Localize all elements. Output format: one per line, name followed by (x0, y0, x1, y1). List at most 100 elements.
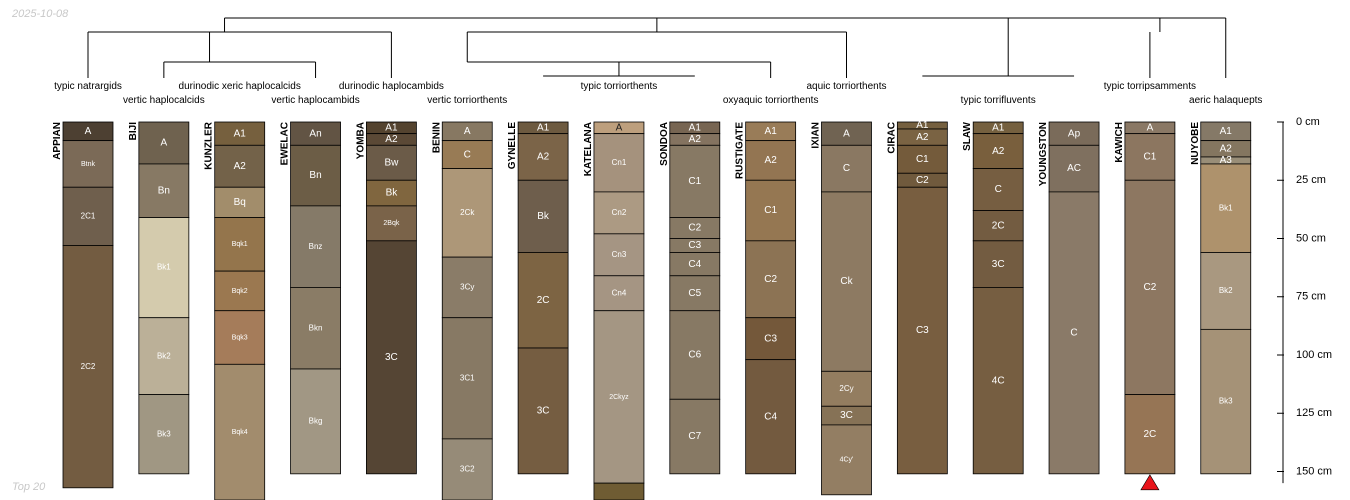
horizon-yomba-bw (365, 144, 417, 181)
horizon-label: A2 (689, 134, 702, 145)
profile-biji: A Bn Bk1 Bk2 Bk3 BIJI (128, 121, 190, 475)
horizon-youngston-ac (1048, 144, 1100, 193)
horizon-label: Bw (384, 157, 399, 168)
horizon-ewelac-bnz (290, 205, 341, 288)
profile-ixian: A C Ck 2Cy 3C 4Cy' IXIAN (811, 121, 872, 496)
horizon-yomba-bk (365, 179, 417, 207)
horizon-label: 3C (537, 406, 550, 417)
taxon-label-vertic-haplocalcids: vertic haplocalcids (123, 95, 205, 106)
taxon-label-vertic-torriorthents: vertic torriorthents (427, 95, 507, 106)
horizon-sondoa-c1 (669, 144, 721, 218)
horizon-label: A (85, 126, 92, 137)
horizon-label: Bk3 (157, 429, 171, 438)
horizon-kunzler-bq (214, 186, 266, 218)
horizon-yomba-3c (365, 240, 417, 475)
horizon-label: Bk3 (1219, 397, 1233, 406)
horizon-label: Cn3 (612, 250, 627, 259)
depth-tick-label: 25 cm (1296, 174, 1326, 186)
horizon-label: A (161, 138, 168, 149)
horizon-label: Cn4 (612, 288, 627, 297)
horizon-label: A (843, 128, 850, 139)
horizon-label: C7 (688, 431, 701, 442)
horizon-label: C4 (688, 259, 701, 270)
profile-name-kunzler: KUNZLER (204, 121, 215, 170)
horizon-label: C1 (688, 176, 701, 187)
horizon-label: Bn (158, 185, 170, 196)
profile-slaw: A1 A2 C 2C 3C 4C SLAW (962, 121, 1024, 475)
horizon-rustigate-c4 (745, 359, 797, 475)
profile-name-appian: APPIAN (52, 122, 63, 160)
horizon-label: 4C (992, 375, 1005, 386)
taxon-label-oxyaquic-torriorthents: oxyaquic torriorthents (723, 95, 819, 106)
horizon-label: 3C1 (460, 373, 475, 382)
horizon-label: 3C (992, 259, 1005, 270)
horizon-appian-btnk (62, 140, 114, 188)
horizon-benin-3c2 (441, 438, 493, 500)
horizon-label: 2C (537, 295, 550, 306)
horizon-katelana-cn2 (593, 191, 645, 235)
profile-appian: A Btnk 2C1 2C2 APPIAN (52, 121, 114, 489)
horizon-label: C (995, 184, 1002, 195)
truncation-marker-icon (1140, 474, 1160, 491)
horizon-label: A1 (689, 122, 702, 133)
horizon-label: C2 (916, 175, 929, 186)
taxon-label-aquic-torriorthents: aquic torriorthents (806, 81, 886, 92)
horizon-label: C1 (1144, 152, 1157, 163)
horizon-label: C1 (764, 205, 777, 216)
horizon-biji-bn (138, 163, 190, 218)
horizon-benin-3cy (441, 256, 493, 319)
profile-name-cirac: CIRAC (886, 122, 897, 154)
profile-benin: A C 2Ck 3Cy 3C1 3C2 BENIN (431, 121, 493, 500)
date-stamp: 2025-10-08 (12, 8, 69, 20)
taxon-label-typic-natrargids: typic natrargids (54, 81, 122, 92)
horizon-label: 2C1 (81, 211, 96, 220)
horizon-gynelle-2c (517, 252, 569, 349)
taxon-label-durinodic-haplocambids: durinodic haplocambids (339, 81, 444, 92)
profile-name-benin: BENIN (431, 122, 442, 153)
horizon-label: Bk2 (157, 351, 171, 360)
horizon-label: C2 (1144, 282, 1157, 293)
profile-name-ewelac: EWELAC (280, 122, 291, 165)
profile-name-kawich: KAWICH (1114, 122, 1125, 163)
horizon-slaw-a2 (972, 133, 1024, 169)
horizon-label: C6 (688, 350, 701, 361)
horizon-label: 3C (840, 410, 853, 421)
horizon-label: 2C (992, 220, 1005, 231)
horizon-label: A (616, 122, 623, 133)
horizon-katelana-2ckyz (593, 310, 645, 484)
taxon-label-typic-torriorthents: typic torriorthents (581, 81, 658, 92)
depth-tick-label: 125 cm (1296, 407, 1332, 419)
taxon-label-aeric-halaquepts: aeric halaquepts (1189, 95, 1262, 106)
horizon-kunzler-bqk3 (214, 310, 266, 365)
horizon-label: A1 (765, 126, 778, 137)
profile-youngston: Ap AC C YOUNGSTON (1038, 121, 1100, 475)
profile-kawich: A C1 C2 2C KAWICH (1114, 121, 1176, 491)
horizon-slaw-2c (972, 210, 1024, 242)
horizon-label: C3 (688, 240, 701, 251)
profile-name-rustigate: RUSTIGATE (735, 122, 746, 179)
horizon-label: Ap (1068, 128, 1081, 139)
horizon-label: 2C (1144, 429, 1157, 440)
horizon-katelana-base (593, 482, 645, 500)
horizon-kawich-c1 (1124, 133, 1176, 181)
depth-tick-label: 0 cm (1296, 116, 1320, 128)
profile-name-ixian: IXIAN (811, 122, 822, 149)
taxon-label-typic-torripsamments: typic torripsamments (1104, 81, 1196, 92)
depth-tick-label: 100 cm (1296, 349, 1332, 361)
horizon-kunzler-bqk1 (214, 217, 266, 272)
horizon-label: Btnk (81, 161, 96, 168)
horizon-ewelac-bn (290, 144, 341, 207)
horizon-label: A (464, 126, 471, 137)
horizon-label: Bk1 (1219, 203, 1233, 212)
taxon-label-durinodic-xeric-haplocalcids: durinodic xeric haplocalcids (179, 81, 301, 92)
horizon-label: Bqk1 (232, 241, 248, 248)
horizon-label: C2 (688, 223, 701, 234)
profile-name-slaw: SLAW (962, 121, 973, 150)
horizon-label: Ck (840, 276, 853, 287)
horizon-slaw-3c (972, 240, 1024, 288)
